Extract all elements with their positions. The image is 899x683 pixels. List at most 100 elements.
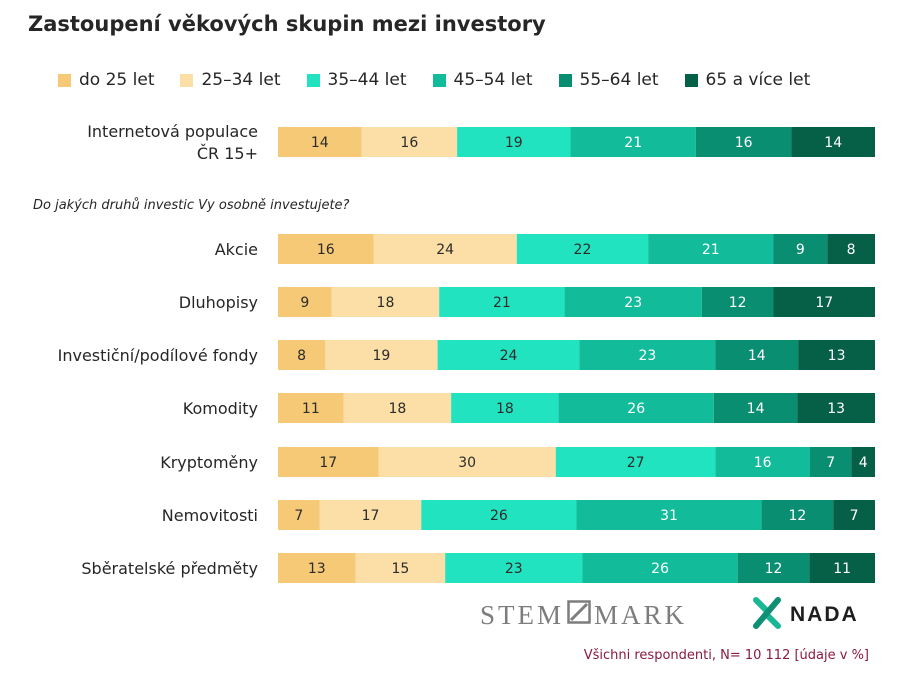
stemmark-logo: STEM MARK bbox=[480, 598, 687, 632]
bar-segment bbox=[457, 127, 571, 157]
bar-segment bbox=[278, 287, 332, 317]
bar-segment bbox=[715, 340, 799, 370]
data-label: 7 bbox=[850, 508, 859, 524]
legend-label: 35–44 let bbox=[327, 70, 407, 90]
data-label: 16 bbox=[317, 242, 335, 258]
bar-segment bbox=[343, 393, 452, 423]
bar-segment bbox=[809, 553, 875, 583]
data-label: 18 bbox=[388, 401, 406, 417]
bar-segment bbox=[278, 127, 362, 157]
bar-segment bbox=[798, 340, 875, 370]
data-label: 14 bbox=[824, 135, 842, 151]
category-label: Internetová populace bbox=[87, 122, 258, 141]
data-label: 27 bbox=[627, 455, 645, 471]
legend-label: 25–34 let bbox=[201, 70, 281, 90]
data-label: 12 bbox=[765, 561, 783, 577]
bar-segment bbox=[278, 393, 344, 423]
bar-segment bbox=[737, 553, 810, 583]
bar-segment bbox=[809, 447, 852, 477]
data-label: 19 bbox=[505, 135, 523, 151]
bar-segment bbox=[695, 127, 792, 157]
data-label: 16 bbox=[754, 455, 772, 471]
data-label: 14 bbox=[311, 135, 329, 151]
legend-swatch bbox=[432, 73, 446, 87]
category-label: Komodity bbox=[183, 399, 258, 418]
legend-item: 65 a více let bbox=[684, 70, 811, 90]
bar-segment bbox=[851, 447, 875, 477]
legend-label: do 25 let bbox=[79, 70, 155, 90]
stemmark-logo-right: MARK bbox=[594, 599, 688, 630]
data-label: 21 bbox=[624, 135, 642, 151]
data-label: 24 bbox=[436, 242, 454, 258]
bar-segment bbox=[576, 500, 762, 530]
data-label: 26 bbox=[627, 401, 645, 417]
data-label: 9 bbox=[796, 242, 805, 258]
data-label: 14 bbox=[747, 401, 765, 417]
category-label: Kryptoměny bbox=[160, 453, 258, 472]
data-label: 23 bbox=[505, 561, 523, 577]
bar-segment bbox=[558, 393, 714, 423]
category-label: Nemovitosti bbox=[162, 506, 258, 525]
bar-row: Nemovitosti 7 17 26 31 12 7 bbox=[162, 500, 875, 530]
category-label: Dluhopisy bbox=[179, 293, 258, 312]
data-label: 24 bbox=[500, 348, 518, 364]
chart-legend: do 25 let 25–34 let 35–44 let 45–54 let … bbox=[58, 68, 836, 92]
data-label: 11 bbox=[302, 401, 320, 417]
data-label: 18 bbox=[377, 295, 395, 311]
legend-label: 45–54 let bbox=[453, 70, 533, 90]
bar-row: Investiční/podílové fondy 8 19 24 23 14 13 bbox=[58, 340, 875, 370]
data-label: 18 bbox=[496, 401, 514, 417]
bar-segment bbox=[773, 287, 875, 317]
data-label: 22 bbox=[574, 242, 592, 258]
nada-symbol-icon bbox=[752, 596, 782, 634]
bar-row: Kryptoměny 17 30 27 16 7 4 bbox=[160, 447, 875, 477]
bar-segment bbox=[373, 234, 517, 264]
legend-swatch bbox=[306, 73, 320, 87]
data-label: 21 bbox=[702, 242, 720, 258]
bar-segment bbox=[797, 393, 875, 423]
bar-segment bbox=[319, 500, 422, 530]
data-label: 17 bbox=[319, 455, 337, 471]
bar-segment bbox=[325, 340, 438, 370]
data-label: 15 bbox=[391, 561, 409, 577]
category-label: Sběratelské předměty bbox=[81, 559, 258, 578]
bar-segment bbox=[827, 234, 875, 264]
legend-item: 55–64 let bbox=[558, 70, 659, 90]
bar-segment bbox=[378, 447, 556, 477]
data-label: 11 bbox=[833, 561, 851, 577]
bar-segment bbox=[331, 287, 440, 317]
legend-swatch bbox=[684, 73, 698, 87]
data-label: 26 bbox=[651, 561, 669, 577]
legend-item: 25–34 let bbox=[180, 70, 281, 90]
nada-logo-text: NADA bbox=[790, 603, 859, 626]
bar-segment bbox=[648, 234, 774, 264]
category-label: ČR 15+ bbox=[197, 144, 258, 163]
data-label: 17 bbox=[362, 508, 380, 524]
data-label: 16 bbox=[735, 135, 753, 151]
data-label: 7 bbox=[826, 455, 835, 471]
bar-segment bbox=[355, 553, 446, 583]
bar-row: Komodity 11 18 18 26 14 13 bbox=[183, 393, 875, 423]
nada-logo: NADA bbox=[752, 596, 859, 634]
bar-segment bbox=[555, 447, 716, 477]
bar-segment bbox=[437, 340, 580, 370]
bar-segment bbox=[278, 500, 320, 530]
data-label: 8 bbox=[297, 348, 306, 364]
bar-segment bbox=[570, 127, 696, 157]
legend-item: do 25 let bbox=[58, 70, 154, 90]
bar-segment bbox=[421, 500, 577, 530]
legend-swatch bbox=[558, 73, 572, 87]
data-label: 13 bbox=[827, 401, 845, 417]
data-label: 13 bbox=[308, 561, 326, 577]
bar-segment bbox=[278, 340, 326, 370]
bar-segment bbox=[579, 340, 716, 370]
bar-segment bbox=[278, 447, 379, 477]
legend-label: 65 a více let bbox=[705, 70, 811, 90]
data-label: 23 bbox=[624, 295, 642, 311]
stemmark-square-icon bbox=[567, 599, 591, 631]
bar-row: Internetová populace ČR 15+ 14 16 19 21 16 14 bbox=[87, 122, 875, 163]
data-label: 13 bbox=[828, 348, 846, 364]
bar-segment bbox=[701, 287, 774, 317]
stemmark-logo-left: STEM bbox=[480, 599, 565, 630]
bar-segment bbox=[791, 127, 875, 157]
